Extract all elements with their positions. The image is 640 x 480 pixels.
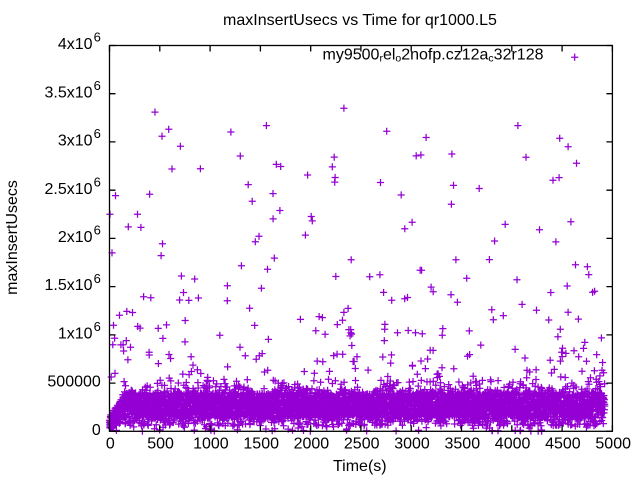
svg-text:500000: 500000: [47, 374, 100, 391]
svg-text:1500: 1500: [243, 436, 279, 453]
svg-text:2.5x106: 2.5x106: [45, 174, 101, 197]
svg-text:1.5x106: 1.5x106: [45, 271, 101, 294]
svg-text:maxInsertUsecs: maxInsertUsecs: [4, 180, 21, 295]
svg-text:2500: 2500: [344, 436, 380, 453]
svg-text:maxInsertUsecs vs Time for qr1: maxInsertUsecs vs Time for qr1000.L5: [223, 12, 497, 29]
svg-text:4x106: 4x106: [58, 30, 101, 53]
svg-text:1x106: 1x106: [58, 319, 101, 342]
svg-text:3000: 3000: [394, 436, 430, 453]
svg-text:Time(s): Time(s): [333, 458, 387, 475]
svg-text:0: 0: [106, 436, 115, 453]
svg-text:4500: 4500: [545, 436, 581, 453]
svg-text:1000: 1000: [193, 436, 229, 453]
svg-text:4000: 4000: [495, 436, 531, 453]
svg-text:3x106: 3x106: [58, 126, 101, 149]
svg-text:2x106: 2x106: [58, 223, 101, 246]
svg-text:2000: 2000: [294, 436, 330, 453]
svg-text:500: 500: [147, 436, 174, 453]
svg-text:3500: 3500: [445, 436, 481, 453]
svg-text:5000: 5000: [595, 436, 631, 453]
svg-text:0: 0: [92, 422, 101, 439]
svg-text:my9500relo2nofp.cz12ac32r128: my9500relo2nofp.cz12ac32r128: [323, 47, 544, 65]
svg-text:3.5x106: 3.5x106: [45, 78, 101, 101]
